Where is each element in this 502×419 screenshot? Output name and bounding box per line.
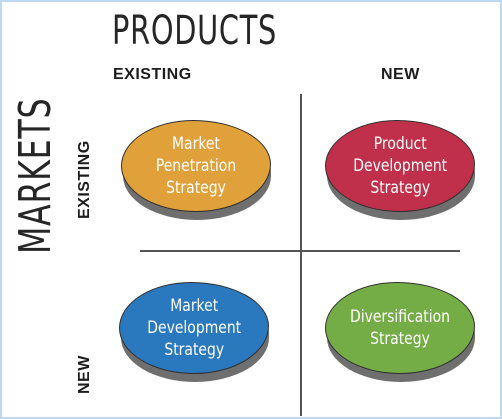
quadrant-label: Market Penetration Strategy <box>155 134 237 198</box>
quadrant-market-development: Market Development Strategy <box>119 282 271 382</box>
quadrant-label: Product Development Strategy <box>353 134 447 198</box>
column-label-existing: EXISTING <box>113 66 192 83</box>
row-label-existing: EXISTING <box>76 140 93 219</box>
quadrant-label: Diversification Strategy <box>349 307 450 349</box>
products-axis-title: PRODUCTS <box>112 8 278 54</box>
quadrant-label: Market Development Strategy <box>147 296 241 360</box>
quadrant-market-penetration: Market Penetration Strategy <box>121 120 273 220</box>
vertical-divider <box>300 94 302 416</box>
quadrant-product-development: Product Development Strategy <box>325 120 477 220</box>
quadrant-diversification: Diversification Strategy <box>325 282 477 382</box>
disc-face: Market Penetration Strategy <box>121 120 271 212</box>
disc-face: Product Development Strategy <box>325 120 475 212</box>
row-label-new: NEW <box>76 355 93 394</box>
disc-face: Diversification Strategy <box>325 282 475 374</box>
horizontal-divider <box>140 250 460 252</box>
column-label-new: NEW <box>381 66 420 83</box>
disc-face: Market Development Strategy <box>119 282 269 374</box>
markets-axis-title: MARKETS <box>10 97 61 254</box>
